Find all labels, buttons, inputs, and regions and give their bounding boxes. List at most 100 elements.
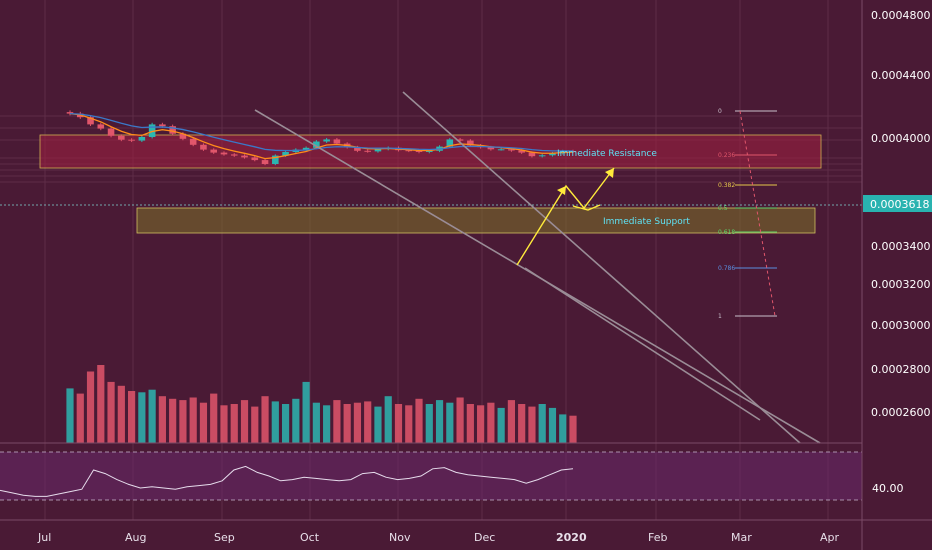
price-tick: 0.0004800 [871,9,931,22]
volume-bar [271,401,279,443]
candle-body [333,139,341,144]
projection-path [516,167,615,266]
volume-bar [394,404,403,443]
rsi-tick: 40.00 [872,482,904,495]
volume-bar [240,400,249,443]
projection-arrows [516,167,615,266]
time-tick: Mar [731,531,752,544]
volume-bar [179,400,187,443]
candle-body [169,126,176,134]
volume-bar [507,400,516,443]
descending-trendline [402,91,801,444]
candle-body [272,155,279,164]
candle-body [282,152,289,156]
volume-bar [569,415,577,443]
candle-body [446,139,454,147]
volume-bar [199,402,208,443]
candle-body [159,124,166,127]
candle-body [230,154,238,156]
volume-bar [76,393,84,443]
volume-bar [518,404,526,443]
rsi-panel [0,451,862,501]
candle-body [107,128,115,136]
candle-body [118,135,125,140]
candle-body [313,141,320,148]
volume-bar [425,404,433,443]
price-tick: 0.0003200 [871,278,931,291]
support-trendline [524,267,761,421]
volume-bar [138,392,146,443]
volume-bar [251,406,259,443]
volume-bar [107,381,115,443]
time-tick: Sep [214,531,235,544]
price-tick: 0.0002800 [871,363,931,376]
volume-bar [528,406,536,443]
current-price-badge [863,195,932,212]
fib-level-label: 0.382 [718,182,735,189]
candle-body [128,139,135,141]
price-tick: 0.0002600 [871,406,931,419]
candle-body [528,152,536,157]
time-tick: 2020 [556,531,587,544]
price-tick: 0.0004000 [871,132,931,145]
volume-bar [487,402,495,443]
retest-arrow [572,204,601,211]
volume-bar [281,404,290,443]
time-tick: Jul [37,531,51,544]
candle-body [497,149,505,151]
ema-slow-line [69,112,574,152]
candle-body [200,144,207,150]
volume-bar [66,388,74,443]
volume-bar [323,405,331,443]
volume-bar [127,391,136,443]
candle-body [179,133,187,139]
volume-bar [302,381,310,443]
volume-bar [477,405,485,443]
volume-bar [292,398,300,443]
fib-level-label: 1 [718,313,722,320]
candle-body [261,160,269,164]
volume-bar [189,397,197,443]
volume-bar [384,396,392,443]
fib-level-label: 0.5 [718,205,728,212]
candle-body [97,124,105,129]
candle-body [549,153,556,156]
fib-trend-line [739,110,776,317]
volume-bar [548,407,557,443]
rsi-line [0,465,574,497]
volume-bar [97,365,105,443]
volume-bar [230,404,238,443]
fib-level-label: 0.618 [718,229,735,236]
volume-bar [374,406,382,443]
volume-bar [353,402,362,443]
volume-bar [497,407,505,443]
fib-level-label: 0 [718,108,722,115]
candle-body [508,149,515,151]
price-tick: 0.0003000 [871,319,931,332]
moving-averages [69,112,574,160]
candle-body [405,150,413,152]
candle-body [220,152,228,155]
volume-bars [66,365,577,443]
resistance-label: Immediate Resistance [557,149,657,159]
arrow-head [557,186,566,195]
candle-body [138,137,146,141]
volume-bar [220,405,228,443]
time-tick: Dec [474,531,495,544]
fib-level-label: 0.786 [718,265,735,272]
volume-bar [466,404,474,443]
candle-body [87,117,94,125]
support-zone [136,207,816,234]
time-tick: Nov [389,531,411,544]
volume-bar [405,405,413,443]
candle-body [374,149,382,152]
current-price-label: 0.0003618 [870,198,930,211]
price-tick: 0.0004400 [871,69,931,82]
fibonacci-retracement: 0 0.236 0.382 0.5 0.618 0.786 1 [718,108,777,320]
candle-body [189,138,197,145]
candle-body [241,155,248,158]
candle-body [487,147,495,150]
arrow-head [605,168,614,178]
